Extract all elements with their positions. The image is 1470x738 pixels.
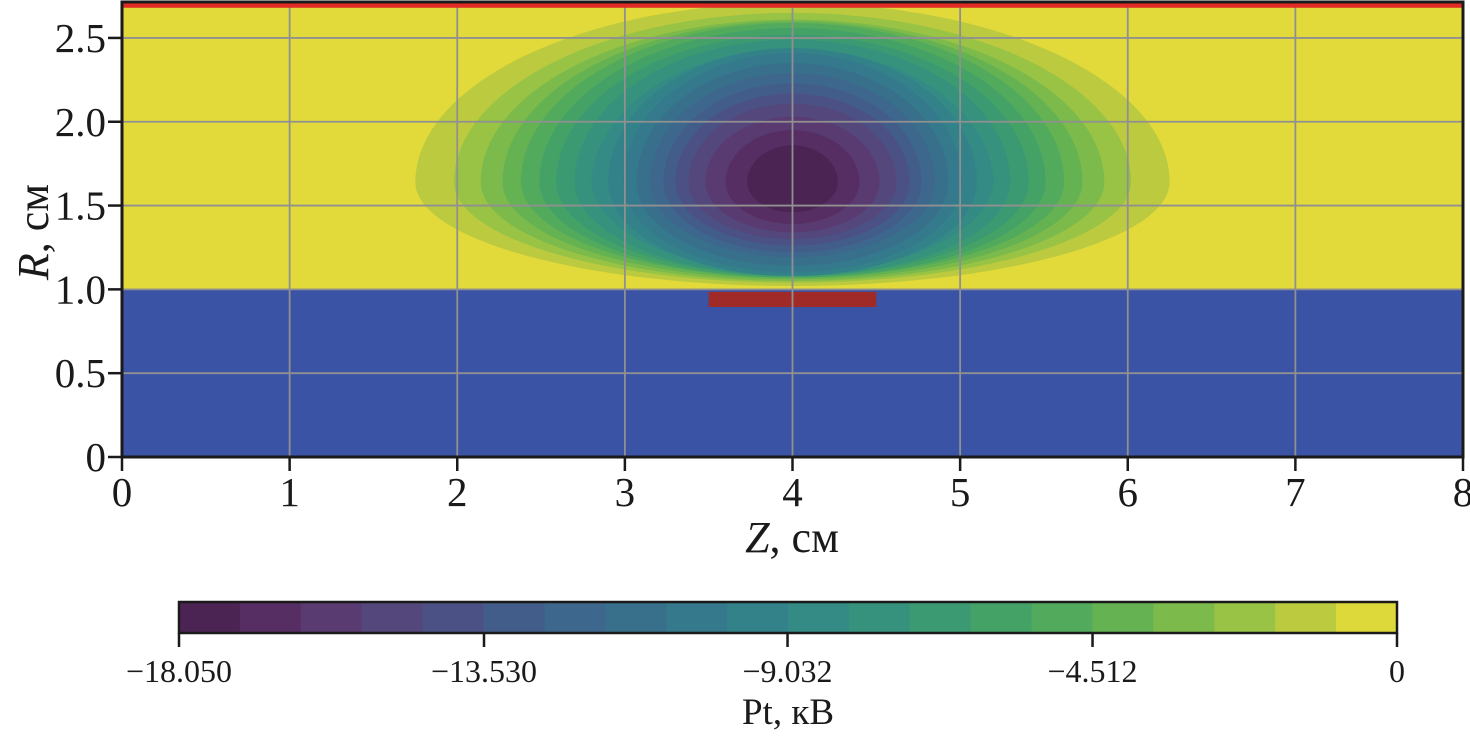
x-tick-label: 7 [1285,469,1306,515]
x-axis-label-variable: Z [745,513,770,562]
colorbar-band [483,602,545,633]
y-tick-label: 2.0 [55,99,106,145]
x-tick-label: 1 [279,469,300,515]
colorbar-tick-label: 0 [1389,653,1405,689]
y-axis-label: R, см [9,184,58,281]
y-tick-label: 2.5 [55,15,106,61]
colorbar-layer: −18.050 −13.530 −9.032 −4.512 0 [126,600,1405,689]
colorbar-band [1092,602,1154,633]
colorbar-band [1153,602,1215,633]
colorbar-band [605,602,667,633]
colorbar-band [788,602,850,633]
colorbar-band [848,602,911,633]
gridline-layer [122,2,1463,457]
colorbar-band [239,602,302,633]
y-axis-label-units: , см [9,184,58,253]
y-axis-label-variable: R [9,253,58,281]
colorbar-band [666,602,728,633]
field-layer [122,2,1463,457]
colorbar-tick-label: −13.530 [431,653,537,689]
x-tick-label: 6 [1118,469,1139,515]
colorbar-band [544,602,606,633]
colorbar-tick-label: −9.032 [743,653,833,689]
colorbar-tick-label: −18.050 [126,653,232,689]
x-axis-label: Z, см [745,513,839,562]
y-tick-label: 0 [86,434,107,480]
colorbar-band [300,602,363,633]
x-tick-label: 0 [112,469,133,515]
colorbar-band [361,602,424,633]
colorbar-band [1275,602,1337,633]
colorbar-band [1031,602,1094,633]
colorbar-label: Pt, кВ [742,692,834,733]
y-tick-label: 1.0 [55,266,106,312]
colorbar-band [909,602,972,633]
x-tick-label: 2 [447,469,468,515]
colorbar-band [727,602,789,633]
top-wall-strip [122,2,1463,8]
x-tick-label: 3 [615,469,636,515]
x-tick-label: 5 [950,469,971,515]
x-tick-label: 4 [782,469,803,515]
x-tick-label: 8 [1453,469,1470,515]
colorbar-band [970,602,1033,633]
axes-layer: 0 1 2 3 4 5 6 7 8 0 0.5 1.0 1.5 2.0 2.5 [55,0,1470,515]
y-tick-label: 0.5 [55,350,106,396]
colorbar-tick-label: −4.512 [1048,653,1138,689]
colorbar-band [1214,602,1276,633]
colorbar-band [179,602,241,633]
colorbar-band [422,602,485,633]
x-axis-label-units: , см [770,513,839,562]
colorbar-band [1336,602,1398,633]
overlay-layer [122,2,1463,8]
y-tick-label: 1.5 [55,183,106,229]
